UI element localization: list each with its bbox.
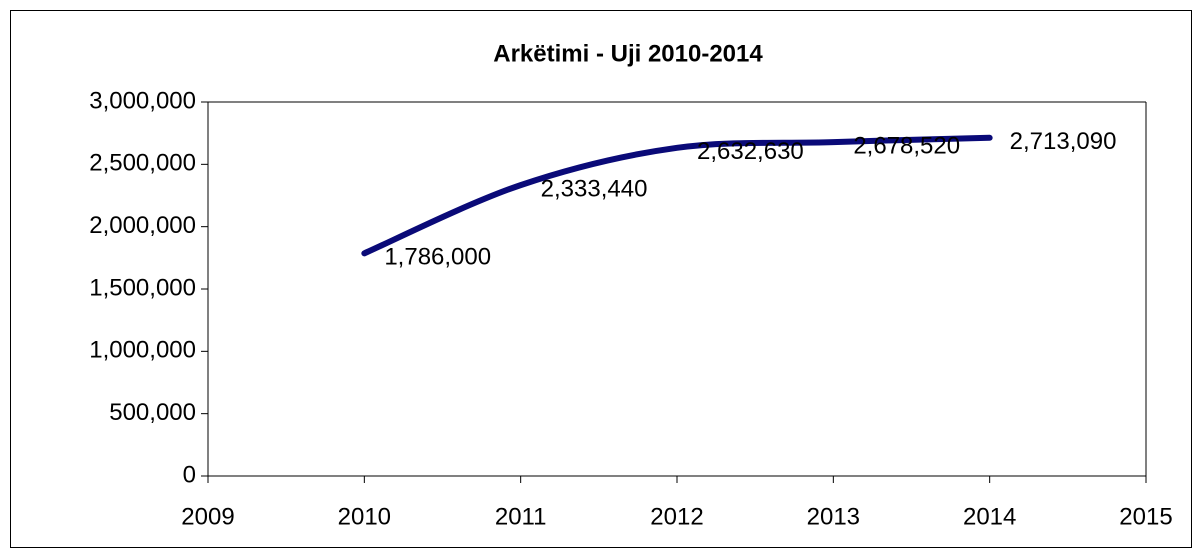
x-tick-label: 2013 [807, 503, 860, 530]
data-label: 2,333,440 [541, 175, 648, 202]
y-tick-label: 3,000,000 [89, 87, 196, 114]
x-tick-label: 2015 [1119, 503, 1172, 530]
y-tick-label: 1,500,000 [89, 274, 196, 301]
y-tick-label: 2,500,000 [89, 150, 196, 177]
data-label: 2,678,520 [853, 132, 960, 159]
y-tick-label: 500,000 [109, 399, 196, 426]
data-label: 1,786,000 [384, 244, 491, 271]
data-label: 2,713,090 [1010, 128, 1117, 155]
x-tick-label: 2011 [495, 503, 547, 530]
x-tick-label: 2012 [650, 503, 703, 530]
x-tick-label: 2009 [181, 503, 234, 530]
x-tick-label: 2010 [338, 503, 391, 530]
y-tick-label: 2,000,000 [89, 212, 196, 239]
chart-border [10, 10, 1192, 548]
data-line [361, 134, 993, 257]
data-label: 2,632,630 [697, 138, 804, 165]
y-tick-label: 0 [183, 461, 196, 488]
y-tick-label: 1,000,000 [89, 337, 196, 364]
chart-title: Arkëtimi - Uji 2010-2014 [493, 40, 763, 67]
x-tick-label: 2014 [963, 503, 1016, 530]
